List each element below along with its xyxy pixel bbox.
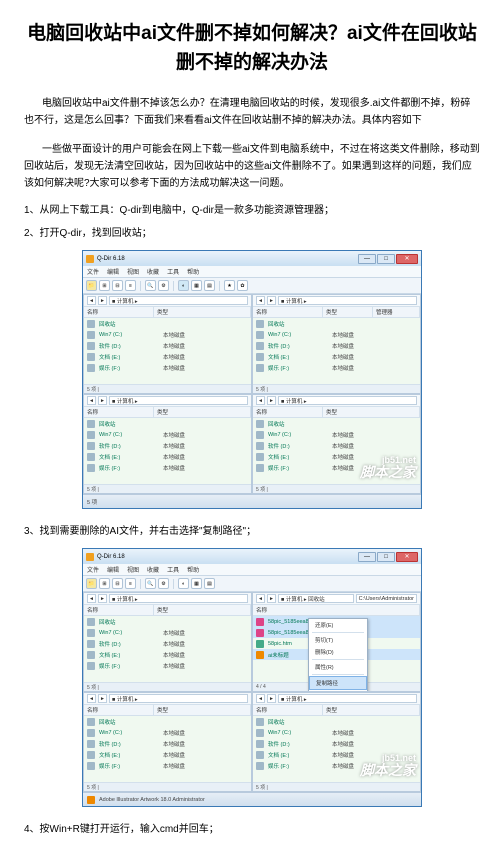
ai-icon	[87, 796, 95, 804]
file-list[interactable]: 回收站 Win7 (C:)本地磁盘 软件 (D:)本地磁盘 文档 (E:)本地磁…	[253, 716, 420, 782]
pane-bottom-right: ◄► ■ 计算机 ▸ 名称 类型 回收站 Win7 (C:)本地磁盘 软件 (D…	[252, 394, 421, 494]
menu-edit[interactable]: 编辑	[107, 267, 119, 276]
maximize-button[interactable]: □	[377, 254, 395, 264]
toolbar-icon[interactable]: ▤	[204, 280, 215, 291]
drive-icon	[87, 342, 95, 350]
intro-paragraph: 电脑回收站中ai文件删不掉该怎么办？在清理电脑回收站的时候，发现很多.ai文件都…	[24, 95, 480, 129]
toolbar-icon[interactable]: ◐	[178, 280, 189, 291]
recycle-bin-icon	[87, 320, 95, 328]
step-2: 2、打开Q-dir，找到回收站；	[24, 225, 480, 242]
statusbar: Adobe Illustrator Artwork 18.0 Administr…	[83, 792, 421, 806]
nav-back-icon[interactable]: ◄	[256, 296, 265, 305]
nav-fwd-icon[interactable]: ►	[98, 296, 107, 305]
pane-status: 5 项 |	[253, 384, 420, 393]
rar-icon	[256, 629, 264, 637]
quad-panes: ◄► ■ 计算机 ▸ 名称 类型 回收站 Win7 (C:)本地磁盘 软件 (D…	[83, 592, 421, 792]
ctx-restore[interactable]: 还原(E)	[309, 619, 367, 631]
menu-file[interactable]: 文件	[87, 267, 99, 276]
ctx-delete[interactable]: 删除(D)	[309, 646, 367, 658]
step-3: 3、找到需要删除的AI文件，并右击选择"复制路径"；	[24, 523, 480, 540]
address-dropdown[interactable]: ■ 计算机 ▸	[109, 296, 248, 305]
nav-fwd-icon[interactable]: ►	[267, 296, 276, 305]
rar-icon	[256, 618, 264, 626]
pane-top-left: ◄► ■ 计算机 ▸ 名称 类型 回收站 Win7 (C:)本地磁盘 软件 (D…	[83, 592, 252, 692]
window-title: Q-Dir 6.18	[97, 256, 125, 262]
file-list[interactable]: 回收站 Win7 (C:)本地磁盘 软件 (D:)本地磁盘 文档 (E:)本地磁…	[84, 616, 251, 682]
toolbar-icon[interactable]: ✿	[237, 280, 248, 291]
step-1: 1、从网上下载工具：Q-dir到电脑中，Q-dir是一款多功能资源管理器；	[24, 202, 480, 219]
file-list[interactable]: 回收站 Win7 (C:)本地磁盘 软件 (D:)本地磁盘 文档 (E:)本地磁…	[253, 318, 420, 384]
screenshot-1: Q-Dir 6.18 — □ ✕ 文件 编辑 视图 收藏 工具 帮助 📁 ⊞ ⊟…	[24, 250, 480, 509]
ctx-cut[interactable]: 剪切(T)	[309, 634, 367, 646]
window-titlebar: Q-Dir 6.18 — □ ✕	[83, 251, 421, 266]
drive-icon	[87, 364, 95, 372]
address-dropdown[interactable]: ■ 计算机 ▸ 回收站	[278, 594, 354, 603]
col-name[interactable]: 名称	[84, 307, 154, 317]
pane-top-right-recyclebin: ◄► ■ 计算机 ▸ 回收站 C:\Users\Administrator 名称…	[252, 592, 421, 692]
app-window: Q-Dir 6.18 — □ ✕ 文件 编辑 视图 收藏 工具 帮助 📁 ⊞ ⊟…	[82, 250, 422, 509]
quad-panes: ◄ ► ■ 计算机 ▸ 名称 类型 回收站 Win7 (C:)本地磁盘 软件 (…	[83, 294, 421, 494]
close-button[interactable]: ✕	[396, 552, 418, 562]
toolbar-icon[interactable]: ★	[224, 280, 235, 291]
menubar: 文件 编辑 视图 收藏 工具 帮助	[83, 266, 421, 278]
pane-top-left: ◄ ► ■ 计算机 ▸ 名称 类型 回收站 Win7 (C:)本地磁盘 软件 (…	[83, 294, 252, 394]
pane-bottom-left: ◄► ■ 计算机 ▸ 名称 类型 回收站 Win7 (C:)本地磁盘 软件 (D…	[83, 692, 252, 792]
toolbar: 📁 ⊞ ⊟ ≡ 🔍 ⚙ ◐ ▦ ▤ ★ ✿	[83, 278, 421, 294]
drive-icon	[87, 331, 95, 339]
menu-view[interactable]: 视图	[127, 267, 139, 276]
ai-icon	[256, 651, 264, 659]
minimize-button[interactable]: —	[358, 254, 376, 264]
file-list[interactable]: 回收站 Win7 (C:)本地磁盘 软件 (D:)本地磁盘 文档 (E:)本地磁…	[84, 716, 251, 782]
step-4: 4、按Win+R键打开运行，输入cmd并回车；	[24, 821, 480, 838]
toolbar-icon[interactable]: 📁	[86, 280, 97, 291]
menu-help[interactable]: 帮助	[187, 267, 199, 276]
context-menu: 还原(E) 剪切(T) 删除(D) 属性(R) 复制路径 打开文件位置 Sort…	[308, 618, 368, 692]
pane-top-right: ◄ ► ■ 计算机 ▸ 名称 类型 管理器 回收站 Win7 (C:)本地磁盘 …	[252, 294, 421, 394]
app-icon	[86, 553, 94, 561]
toolbar-icon[interactable]: ⊟	[112, 280, 123, 291]
toolbar-icon[interactable]: ▦	[191, 280, 202, 291]
minimize-button[interactable]: —	[358, 552, 376, 562]
close-button[interactable]: ✕	[396, 254, 418, 264]
file-list[interactable]: 回收站 Win7 (C:)本地磁盘 软件 (D:)本地磁盘 文档 (E:)本地磁…	[253, 418, 420, 484]
col-mgr[interactable]: 管理器	[373, 307, 420, 317]
col-name[interactable]: 名称	[253, 307, 323, 317]
pane-status: 5 项 |	[84, 384, 251, 393]
address-dropdown[interactable]: ■ 计算机 ▸	[278, 296, 417, 305]
paragraph-1: 一些做平面设计的用户可能会在网上下载一些ai文件到电脑系统中，不过在将这类文件删…	[24, 141, 480, 192]
file-list[interactable]: 回收站 Win7 (C:)本地磁盘 软件 (D:)本地磁盘 文档 (E:)本地磁…	[84, 418, 251, 484]
pane-bottom-left: ◄► ■ 计算机 ▸ 名称 类型 回收站 Win7 (C:)本地磁盘 软件 (D…	[83, 394, 252, 494]
menu-fav[interactable]: 收藏	[147, 267, 159, 276]
screenshot-2: Q-Dir 6.18 — □ ✕ 文件 编辑 视图 收藏 工具 帮助 📁 ⊞ ⊟…	[24, 548, 480, 807]
user-path[interactable]: C:\Users\Administrator	[356, 594, 417, 603]
statusbar: 5 项	[83, 494, 421, 508]
nav-back-icon[interactable]: ◄	[87, 296, 96, 305]
toolbar-icon[interactable]: ≡	[125, 280, 136, 291]
window-title: Q-Dir 6.18	[97, 554, 125, 560]
col-type[interactable]: 类型	[323, 307, 373, 317]
toolbar-icon[interactable]: 🔍	[145, 280, 156, 291]
page-title: 电脑回收站中ai文件删不掉如何解决？ai文件在回收站删不掉的解决办法	[24, 20, 480, 77]
file-list[interactable]: 回收站 Win7 (C:)本地磁盘 软件 (D:)本地磁盘 文档 (E:)本地磁…	[84, 318, 251, 384]
ctx-copy-path[interactable]: 复制路径	[309, 676, 367, 690]
menu-tools[interactable]: 工具	[167, 267, 179, 276]
app-icon	[86, 255, 94, 263]
htm-icon	[256, 640, 264, 648]
toolbar-icon[interactable]: ⊞	[99, 280, 110, 291]
pane-bottom-right: ◄► ■ 计算机 ▸ 名称 类型 回收站 Win7 (C:)本地磁盘 软件 (D…	[252, 692, 421, 792]
file-list[interactable]: 58pic_5185eea8013.rar 58pic_5185eea8013.…	[253, 616, 420, 682]
drive-icon	[87, 353, 95, 361]
app-window: Q-Dir 6.18 — □ ✕ 文件 编辑 视图 收藏 工具 帮助 📁 ⊞ ⊟…	[82, 548, 422, 807]
ctx-props[interactable]: 属性(R)	[309, 661, 367, 673]
toolbar-icon[interactable]: ⚙	[158, 280, 169, 291]
col-type[interactable]: 类型	[154, 307, 251, 317]
maximize-button[interactable]: □	[377, 552, 395, 562]
